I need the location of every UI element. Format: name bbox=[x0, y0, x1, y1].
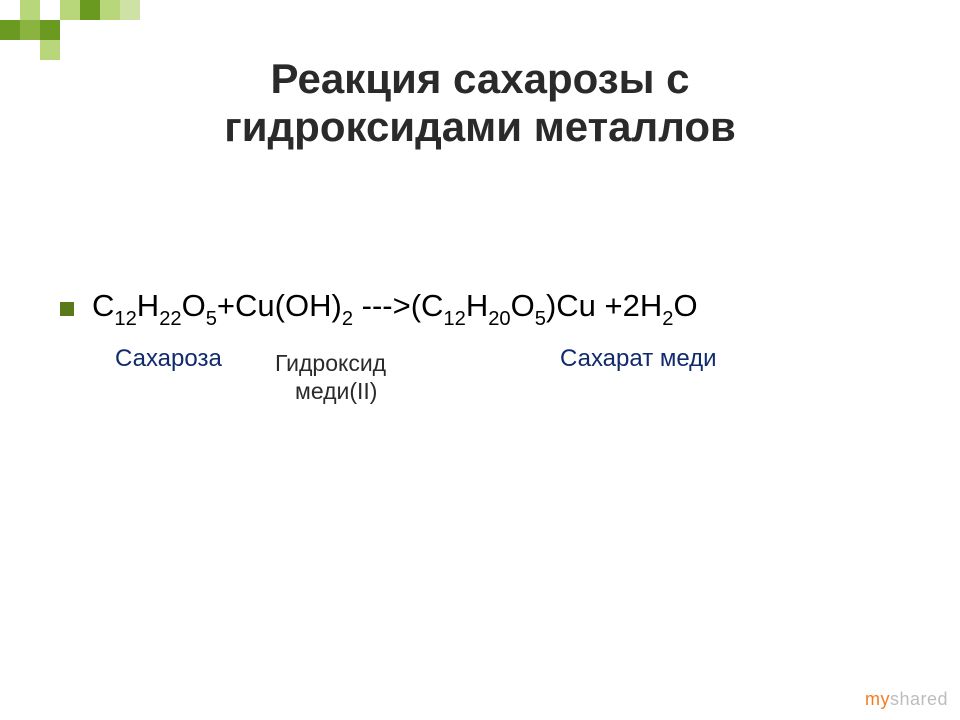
watermark-my: my bbox=[865, 689, 890, 709]
bullet-icon bbox=[60, 302, 74, 316]
decor-square bbox=[40, 40, 60, 60]
label-hydroxide-line1: Гидроксид bbox=[275, 350, 386, 377]
slide: Реакция сахарозы с гидроксидами металлов… bbox=[0, 0, 960, 720]
equation-row: C12H22O5+Cu(OH)2 --->(C12H20O5)Cu +2H2O bbox=[60, 288, 698, 329]
corner-decoration bbox=[0, 0, 200, 60]
label-sucrose: Сахароза bbox=[115, 345, 222, 373]
title-line1: Реакция сахарозы с bbox=[271, 55, 690, 102]
chemical-equation: C12H22O5+Cu(OH)2 --->(C12H20O5)Cu +2H2O bbox=[92, 288, 698, 329]
decor-square bbox=[20, 20, 40, 40]
decor-square bbox=[0, 20, 20, 40]
decor-square bbox=[100, 0, 120, 20]
watermark-shared: shared bbox=[890, 689, 948, 709]
decor-square bbox=[120, 0, 140, 20]
title-line2: гидроксидами металлов bbox=[224, 103, 736, 150]
decor-square bbox=[40, 20, 60, 40]
label-saccharate: Сахарат меди bbox=[560, 345, 717, 373]
decor-square bbox=[80, 0, 100, 20]
decor-square bbox=[20, 0, 40, 20]
watermark: myshared bbox=[865, 689, 948, 710]
decor-square bbox=[60, 0, 80, 20]
label-hydroxide-line2: меди(II) bbox=[295, 378, 377, 405]
